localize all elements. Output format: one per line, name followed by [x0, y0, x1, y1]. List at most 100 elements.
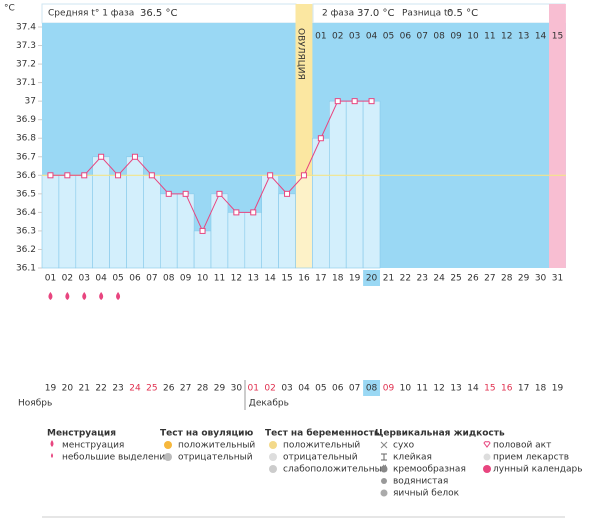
- day-bar: [345, 100, 364, 269]
- day-bar: [295, 175, 313, 269]
- x-tick-label: 19: [349, 274, 361, 284]
- temperature-point: [81, 172, 88, 179]
- day-bar: [160, 193, 178, 269]
- today-date-highlight: [363, 380, 380, 396]
- y-tick-label: 36.5: [16, 189, 36, 199]
- icon: [51, 453, 53, 458]
- day-bar: [278, 193, 296, 269]
- legend: Менструация менструация небольшие выделе…: [47, 428, 583, 499]
- x-tick-label: 13: [248, 274, 259, 284]
- day-bar: [244, 212, 263, 269]
- x-tick-label: 23: [417, 274, 428, 284]
- date-label: 21: [79, 384, 90, 394]
- icon: [164, 453, 172, 461]
- date-label: 09: [383, 384, 395, 394]
- y-tick-label: 37.2: [16, 60, 36, 70]
- phase2-day: 10: [467, 32, 479, 42]
- x-tick-label: 10: [197, 274, 209, 284]
- x-tick-label: 26: [467, 274, 479, 284]
- legend-item: положительный: [178, 441, 255, 451]
- x-tick-label: 27: [484, 274, 495, 284]
- legend-title: Тест на беременность: [265, 428, 380, 439]
- temperature-point: [334, 98, 341, 105]
- temperature-point: [300, 172, 307, 179]
- y-tick-label: 36.9: [16, 115, 36, 125]
- temperature-point: [267, 172, 274, 179]
- date-label: 07: [349, 384, 360, 394]
- month-label: Ноябрь: [18, 399, 52, 409]
- y-tick-label: 36.2: [16, 245, 36, 255]
- x-tick-label: 25: [450, 274, 461, 284]
- legend-item: кремообразная: [393, 465, 466, 475]
- phase1-label: Средняя t° 1 фаза: [48, 9, 134, 19]
- phase2-day: 13: [518, 32, 529, 42]
- temperature-point: [368, 98, 375, 105]
- x-tick-label: 28: [501, 274, 513, 284]
- x-tick-label: 20: [366, 274, 378, 284]
- icon: [50, 440, 54, 447]
- x-tick-label: 30: [535, 274, 547, 284]
- x-tick-label: 05: [112, 274, 123, 284]
- date-label: 11: [417, 384, 428, 394]
- phase2-day: 03: [349, 32, 360, 42]
- date-label: 28: [197, 384, 209, 394]
- icon: [269, 453, 277, 461]
- date-label: 19: [552, 384, 564, 394]
- legend-item: водянистая: [393, 477, 448, 487]
- phase2-day: 12: [501, 32, 512, 42]
- x-tick-label: 22: [400, 274, 411, 284]
- x-tick-label: 04: [95, 274, 107, 284]
- legend-title: Цервикальная жидкость: [375, 429, 505, 439]
- legend-item: яичный белок: [393, 489, 460, 499]
- legend-item: менструация: [62, 441, 124, 451]
- x-tick-label: 07: [146, 274, 157, 284]
- day-bar: [328, 100, 347, 269]
- temperature-point: [115, 172, 122, 179]
- date-label: 14: [467, 384, 479, 394]
- y-tick-label: 36.6: [16, 171, 36, 181]
- day-bar: [176, 193, 195, 269]
- temperature-point: [284, 190, 291, 197]
- today-highlight: [363, 270, 380, 286]
- day-bar: [41, 175, 60, 269]
- x-tick-label: 01: [45, 274, 56, 284]
- legend-item: половой акт: [493, 441, 551, 451]
- day-bar: [362, 100, 381, 269]
- x-tick-label: 18: [332, 274, 344, 284]
- day-bar: [126, 156, 144, 269]
- icon: [381, 478, 387, 484]
- temperature-point: [182, 190, 189, 197]
- phase2-day: 04: [366, 32, 378, 42]
- phase2-day: 15: [552, 32, 563, 42]
- icon: [164, 441, 172, 449]
- icon: [380, 489, 388, 497]
- x-tick-label: 06: [129, 274, 141, 284]
- temperature-point: [98, 153, 105, 160]
- icon: [483, 465, 491, 473]
- legend-item: лунный календарь: [493, 465, 583, 475]
- date-label: 20: [62, 384, 74, 394]
- y-tick-label: 36.1: [16, 264, 36, 274]
- day-bar: [75, 175, 94, 269]
- day-bar: [143, 175, 161, 269]
- y-tick-label: 37.1: [16, 78, 36, 88]
- phase2-value: 37.0 °C: [357, 8, 394, 19]
- phase2-label: 2 фаза: [322, 9, 354, 19]
- temperature-point: [199, 227, 206, 234]
- date-label: 26: [163, 384, 175, 394]
- temperature-point: [250, 209, 257, 216]
- day-bar: [312, 137, 330, 269]
- temperature-point: [216, 190, 223, 197]
- x-tick-label: 09: [180, 274, 192, 284]
- diff-value: 0.5 °C: [447, 8, 478, 19]
- legend-item: отрицательный: [178, 453, 253, 463]
- day-bar: [227, 212, 246, 269]
- legend-item: слабоположительный: [283, 465, 388, 475]
- phase2-day: 14: [535, 32, 547, 42]
- phase2-day: 08: [433, 32, 445, 42]
- unit: °C: [4, 4, 15, 14]
- icon: [269, 465, 277, 473]
- phase2-day: 02: [332, 32, 343, 42]
- y-tick-label: 36.3: [16, 226, 36, 236]
- temperature-line: [50, 100, 372, 233]
